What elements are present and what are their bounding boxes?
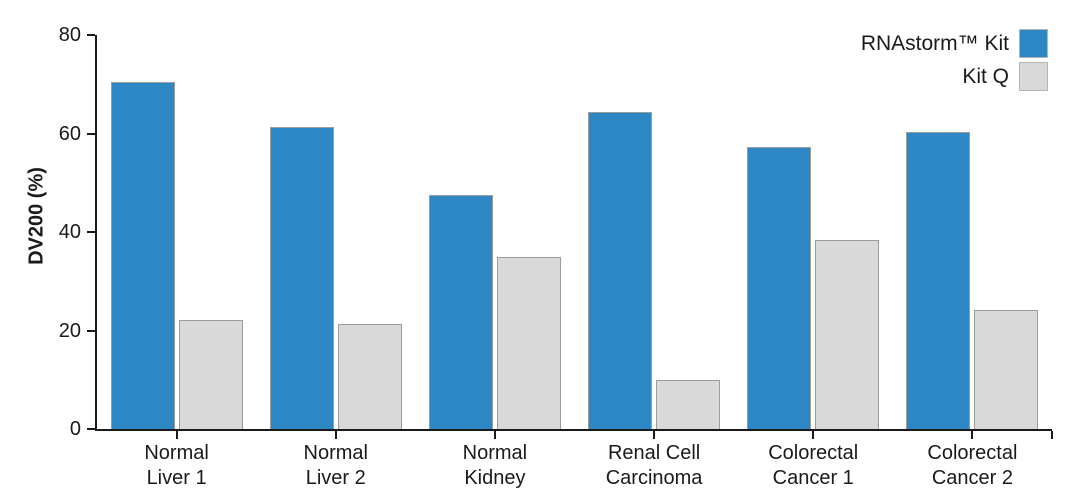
y-tick — [87, 329, 95, 332]
y-tick-label: 80 — [58, 24, 81, 46]
x-axis-end-tick — [1051, 431, 1053, 439]
bar-groups — [97, 35, 1052, 429]
x-category-label-line: Normal — [303, 442, 368, 464]
legend-label: Kit Q — [962, 65, 1009, 88]
bar-series-0 — [588, 111, 653, 429]
x-category-label: Normal Liver 2 — [256, 441, 415, 491]
x-category-label: Colorectal Cancer 1 — [734, 441, 893, 491]
bar-series-1 — [974, 309, 1039, 429]
bar-group — [97, 35, 256, 429]
bar-group — [256, 35, 415, 429]
legend-swatch — [1019, 29, 1048, 58]
x-tick — [812, 431, 815, 439]
bar-series-0 — [747, 146, 812, 429]
legend-swatch — [1019, 62, 1048, 91]
bar-series-0 — [906, 132, 971, 429]
plot-area: 0 20 40 60 80 Normal Liver 1 Normal Liver 2 Norm… — [59, 25, 1053, 489]
bar-series-1 — [337, 323, 402, 429]
x-category-label-line: Cancer 1 — [772, 467, 854, 489]
bar-series-0 — [269, 127, 334, 429]
y-tick — [87, 34, 95, 36]
x-category-label-line: Renal Cell — [607, 442, 701, 464]
bar-group — [415, 35, 574, 429]
x-category-label: Normal Kidney — [415, 441, 574, 491]
y-tick-label: 0 — [69, 418, 81, 440]
y-axis-title: DV200 (%) — [25, 167, 48, 265]
x-category-label-line: Normal — [144, 442, 209, 464]
legend-item-1: Kit Q — [861, 62, 1048, 91]
bar-series-1 — [815, 239, 880, 429]
x-category-label-line: Carcinoma — [605, 467, 703, 489]
x-tick — [653, 431, 656, 439]
y-tick — [87, 132, 95, 135]
x-category-label-line: Liver 1 — [146, 467, 207, 489]
bar-series-1 — [656, 379, 721, 429]
legend: RNAstorm™ Kit Kit Q — [861, 29, 1048, 95]
x-tick — [493, 431, 496, 439]
x-tick — [971, 431, 974, 439]
x-tick — [334, 431, 337, 439]
bar-series-0 — [110, 82, 175, 429]
bar-series-1 — [496, 256, 561, 429]
x-category-label-line: Colorectal — [768, 442, 859, 464]
y-tick-label: 20 — [58, 319, 81, 342]
bar-group — [893, 35, 1052, 429]
bar-group — [575, 35, 734, 429]
x-category-label-line: Liver 2 — [305, 467, 366, 489]
legend-item-0: RNAstorm™ Kit — [861, 29, 1048, 58]
legend-label: RNAstorm™ Kit — [860, 32, 1009, 55]
y-tick-label: 60 — [58, 122, 81, 145]
x-tick — [175, 431, 178, 439]
x-category-label: Normal Liver 1 — [97, 441, 256, 491]
x-category-label-line: Kidney — [464, 467, 526, 489]
y-tick-label: 40 — [58, 221, 81, 243]
bar-group — [734, 35, 893, 429]
y-tick — [87, 231, 95, 233]
x-category-label-line: Cancer 2 — [931, 467, 1013, 489]
x-category-label: Colorectal Cancer 2 — [893, 441, 1052, 491]
x-category-label: Renal Cell Carcinoma — [575, 441, 734, 491]
x-category-label-line: Colorectal — [927, 442, 1018, 464]
bar-series-1 — [178, 320, 243, 429]
y-tick — [87, 428, 95, 430]
bar-series-0 — [428, 195, 493, 429]
x-category-label-line: Normal — [462, 442, 528, 464]
